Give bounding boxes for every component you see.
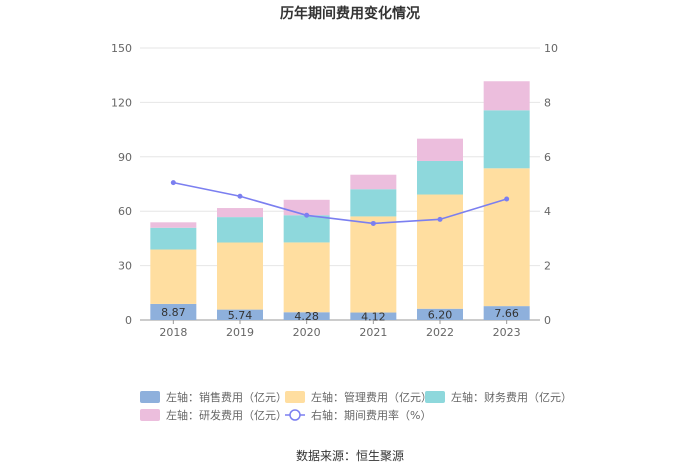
chart-title: 历年期间费用变化情况 xyxy=(280,5,420,22)
left-tick-label: 60 xyxy=(118,205,132,218)
bar-segment xyxy=(217,309,263,320)
bar-segment xyxy=(417,138,463,161)
rate-point xyxy=(370,220,376,226)
bar-segment xyxy=(350,312,397,320)
bar-segment xyxy=(217,242,263,310)
left-tick-label: 30 xyxy=(118,260,132,273)
legend-item[interactable]: 右轴：期间费用率（%） xyxy=(285,408,431,422)
legend-swatch xyxy=(425,391,445,403)
bar-segment xyxy=(150,249,197,304)
rate-point xyxy=(437,216,443,222)
bar-data-label: 4.28 xyxy=(294,310,319,323)
bar-data-label: 8.87 xyxy=(161,306,186,319)
bars xyxy=(150,81,530,320)
legend-item[interactable]: 左轴：财务费用（亿元） xyxy=(425,390,572,404)
right-tick-label: 4 xyxy=(544,205,551,218)
bar-segment xyxy=(483,306,530,320)
legend-label: 左轴：研发费用（亿元） xyxy=(166,408,287,422)
left-tick-label: 120 xyxy=(111,96,132,109)
legend-swatch xyxy=(285,391,305,403)
right-axis: 0 2 4 6 8 10 xyxy=(544,42,558,327)
x-tick-label: 2023 xyxy=(493,326,521,339)
right-tick-label: 10 xyxy=(544,42,558,55)
bar-segment xyxy=(483,110,530,169)
rate-line xyxy=(170,180,510,226)
bar-segment xyxy=(150,222,197,228)
legend-label: 左轴：财务费用（亿元） xyxy=(451,390,572,404)
legend-item[interactable]: 左轴：管理费用（亿元） xyxy=(285,390,432,404)
legend-item[interactable]: 左轴：销售费用（亿元） xyxy=(140,390,287,404)
right-tick-label: 0 xyxy=(544,314,551,327)
rate-line-path xyxy=(173,181,507,225)
x-axis: 2018 2019 2020 2021 2022 2023 xyxy=(159,320,521,339)
left-axis: 0 30 60 90 120 150 xyxy=(111,42,132,327)
bar-data-label: 6.20 xyxy=(428,308,453,321)
data-labels: 8.87 5.74 4.28 4.12 6.20 7.66 xyxy=(161,306,519,323)
bar-segment xyxy=(283,312,330,320)
legend[interactable]: 左轴：销售费用（亿元） 左轴：管理费用（亿元） 左轴：财务费用（亿元） 左轴：研发费用… xyxy=(140,390,572,422)
bar-segment xyxy=(150,227,197,250)
bar-segment xyxy=(150,303,197,320)
legend-label: 左轴：管理费用（亿元） xyxy=(311,390,432,404)
right-tick-label: 2 xyxy=(544,260,551,273)
x-tick-label: 2018 xyxy=(159,326,187,339)
bar-data-label: 5.74 xyxy=(228,309,253,322)
rate-point xyxy=(237,193,243,199)
x-tick-label: 2022 xyxy=(426,326,454,339)
legend-marker xyxy=(289,409,301,421)
legend-swatch xyxy=(140,391,160,403)
legend-swatch xyxy=(140,409,160,421)
legend-item[interactable]: 左轴：研发费用（亿元） xyxy=(140,408,287,422)
legend-label: 右轴：期间费用率（%） xyxy=(311,408,431,422)
rate-point xyxy=(170,180,176,186)
bar-segment xyxy=(217,217,263,243)
source-text: 数据来源：恒生聚源 xyxy=(296,448,404,463)
bar-segment xyxy=(350,174,397,190)
bar-segment xyxy=(350,216,397,313)
rate-point xyxy=(504,196,510,202)
left-tick-label: 90 xyxy=(118,151,132,164)
bar-segment xyxy=(283,215,330,243)
x-tick-label: 2021 xyxy=(359,326,387,339)
bar-segment xyxy=(483,81,530,111)
bar-segment xyxy=(283,242,330,313)
bar-segment xyxy=(483,168,530,307)
right-tick-label: 8 xyxy=(544,96,551,109)
grid xyxy=(140,47,540,321)
legend-label: 左轴：销售费用（亿元） xyxy=(166,390,287,404)
bar-data-label: 4.12 xyxy=(361,310,386,323)
x-tick-label: 2019 xyxy=(226,326,254,339)
left-tick-label: 150 xyxy=(111,42,132,55)
bar-segment xyxy=(217,208,263,218)
bar-segment xyxy=(417,194,463,309)
x-tick-label: 2020 xyxy=(293,326,321,339)
bar-data-label: 7.66 xyxy=(494,307,519,320)
bar-segment xyxy=(417,160,463,195)
left-tick-label: 0 xyxy=(125,314,132,327)
rate-point xyxy=(304,212,310,218)
bar-segment xyxy=(350,189,397,217)
right-tick-label: 6 xyxy=(544,151,551,164)
bar-segment xyxy=(417,308,463,320)
